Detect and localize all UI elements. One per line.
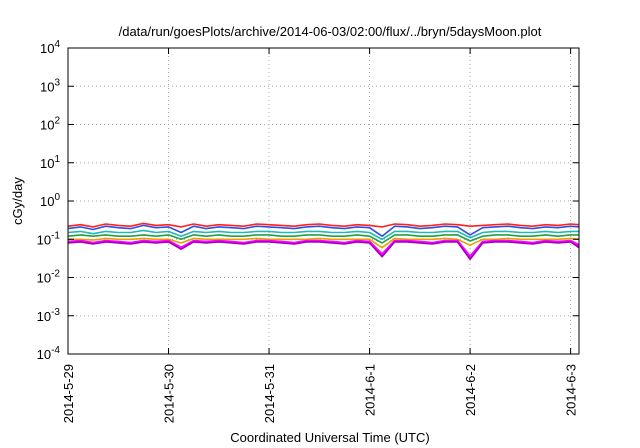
y-tick-base: 10 xyxy=(37,309,51,324)
y-tick-label: 104 xyxy=(40,39,60,56)
y-tick-exp: -3 xyxy=(51,307,60,318)
series-line xyxy=(67,239,580,258)
y-tick-label: 101 xyxy=(40,154,60,171)
grid xyxy=(67,48,579,354)
x-tick-labels: 2014-5-29 2014-5-30 2014-5-31 2014-6-1 2014-… xyxy=(61,364,579,423)
y-tick-base: 10 xyxy=(40,194,54,209)
y-tick-base: 10 xyxy=(40,79,54,94)
series-line xyxy=(67,241,580,261)
x-tick-label: 2014-6-2 xyxy=(463,364,478,416)
y-tick-label: 10-3 xyxy=(37,307,61,324)
y-tick-label: 10-4 xyxy=(37,345,61,362)
y-tick-label: 100 xyxy=(40,192,60,209)
y-tick-base: 10 xyxy=(40,156,54,171)
y-tick-base: 10 xyxy=(40,41,54,56)
tick-marks xyxy=(67,47,579,355)
y-tick-exp: -1 xyxy=(51,230,60,241)
x-tick-label: 2014-5-29 xyxy=(61,364,76,423)
y-tick-base: 10 xyxy=(37,271,51,286)
y-tick-base: 10 xyxy=(37,232,51,247)
x-tick-label: 2014-6-3 xyxy=(564,364,579,416)
y-tick-exp: 0 xyxy=(54,192,60,203)
series-group xyxy=(67,222,580,261)
y-tick-label: 102 xyxy=(40,116,60,133)
x-tick-label: 2014-5-30 xyxy=(162,364,177,423)
y-tick-exp: 2 xyxy=(54,116,60,127)
y-tick-exp: 1 xyxy=(54,154,60,165)
series-line xyxy=(67,234,579,244)
series-line xyxy=(67,229,579,241)
y-tick-base: 10 xyxy=(37,347,51,362)
x-axis-label: Coordinated Universal Time (UTC) xyxy=(230,430,429,445)
y-tick-exp: 4 xyxy=(54,39,60,50)
y-tick-label: 10-1 xyxy=(37,230,61,247)
chart-title: /data/run/goesPlots/archive/2014-06-03/0… xyxy=(119,24,542,39)
series-line xyxy=(68,237,580,249)
x-tick-label: 2014-5-31 xyxy=(262,364,277,423)
y-axis-label: cGy/day xyxy=(10,177,25,225)
y-tick-label: 10-2 xyxy=(37,269,61,286)
y-tick-exp: -2 xyxy=(51,269,60,280)
y-tick-exp: -4 xyxy=(51,345,60,356)
y-tick-label: 103 xyxy=(40,77,60,94)
y-tick-base: 10 xyxy=(40,118,54,133)
y-tick-exp: 3 xyxy=(54,77,60,88)
x-tick-label: 2014-6-1 xyxy=(363,364,378,416)
series-line xyxy=(67,224,580,237)
series-line xyxy=(67,222,580,228)
